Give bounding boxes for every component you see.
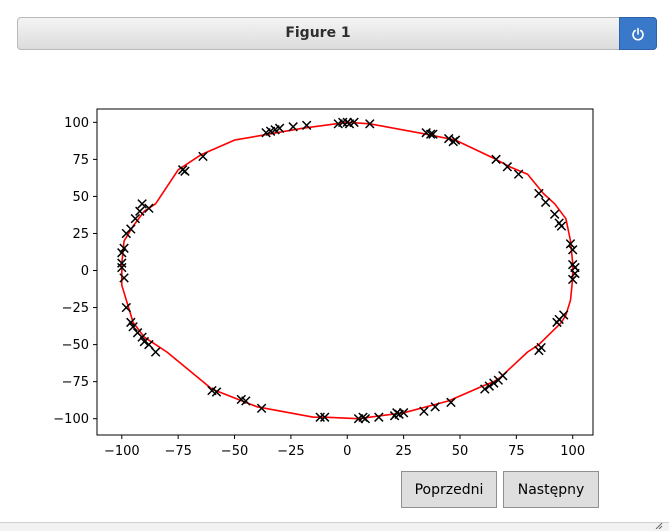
plot-area-frame — [96, 108, 594, 436]
data-point-marker — [139, 336, 150, 347]
data-point-marker — [144, 339, 154, 350]
data-point-marker — [428, 129, 438, 139]
data-point-marker — [256, 403, 267, 414]
data-point-marker — [493, 375, 504, 385]
data-point-marker — [198, 151, 208, 162]
data-point-marker — [430, 402, 440, 412]
power-button[interactable] — [619, 17, 657, 50]
data-point-marker — [135, 206, 145, 216]
data-point-marker — [570, 268, 580, 279]
next-button[interactable]: Następny — [503, 471, 599, 508]
data-point-marker — [150, 347, 161, 357]
data-point-marker — [567, 245, 578, 255]
data-point-marker — [349, 117, 359, 128]
data-point-marker — [419, 406, 429, 417]
y-tick-label: −25 — [62, 301, 89, 316]
data-point-marker — [567, 274, 578, 285]
data-point-marker — [491, 154, 501, 165]
data-point-marker — [365, 119, 375, 129]
data-point-marker — [132, 328, 143, 338]
data-point-marker — [119, 243, 129, 254]
y-tick-label: −75 — [62, 375, 89, 390]
y-tick-label: 100 — [64, 116, 89, 131]
data-point-marker — [319, 412, 330, 422]
data-point-marker — [137, 199, 147, 209]
data-point-marker — [117, 248, 127, 258]
x-tick-label: 100 — [560, 444, 585, 459]
y-tick-label: 50 — [72, 190, 89, 205]
window-title: Figure 1 — [285, 25, 351, 41]
data-point-marker — [288, 122, 298, 132]
data-point-marker — [540, 197, 551, 208]
data-point-marker — [480, 384, 490, 394]
data-point-marker — [513, 169, 524, 179]
data-point-marker — [489, 378, 499, 388]
data-point-marker — [556, 221, 567, 231]
data-point-marker — [446, 397, 456, 408]
power-icon — [632, 27, 644, 41]
resize-grip-icon[interactable] — [655, 523, 663, 529]
previous-button[interactable]: Poprzedni — [401, 471, 497, 508]
data-point-marker — [274, 123, 285, 133]
data-point-marker — [549, 209, 560, 219]
x-tick-label: −75 — [164, 444, 191, 459]
status-bar — [0, 522, 669, 531]
x-tick-label: 75 — [508, 444, 525, 459]
x-tick-label: −50 — [221, 444, 248, 459]
x-tick-label: 0 — [343, 444, 351, 459]
data-point-marker — [177, 165, 188, 175]
data-point-marker — [128, 322, 138, 332]
data-point-marker — [389, 411, 400, 421]
data-point-marker — [121, 302, 132, 313]
data-point-marker — [374, 412, 384, 422]
data-point-marker — [301, 120, 312, 131]
data-point-marker — [119, 273, 129, 283]
data-point-marker — [315, 412, 325, 422]
y-tick-label: 75 — [72, 153, 89, 168]
y-tick-label: 25 — [72, 227, 89, 242]
data-point-marker — [117, 258, 127, 268]
x-tick-label: −100 — [104, 444, 140, 459]
data-point-marker — [534, 188, 544, 199]
data-point-marker — [126, 224, 136, 234]
data-point-marker — [117, 262, 127, 273]
data-point-marker — [236, 394, 247, 405]
x-tick-label: 50 — [452, 444, 469, 459]
y-tick-label: −100 — [53, 412, 89, 427]
data-point-marker — [425, 129, 436, 139]
data-point-marker — [484, 381, 495, 391]
x-tick-label: 25 — [395, 444, 412, 459]
data-point-marker — [126, 317, 136, 328]
data-point-marker — [552, 317, 562, 328]
data-point-marker — [130, 213, 141, 224]
data-point-marker — [353, 413, 364, 424]
data-point-marker — [502, 162, 513, 172]
x-tick-label: −25 — [277, 444, 304, 459]
window-titlebar: Figure 1 — [17, 17, 657, 50]
data-point-marker — [534, 345, 544, 356]
data-point-marker — [144, 203, 154, 214]
data-point-marker — [565, 239, 576, 249]
data-point-marker — [450, 135, 461, 145]
data-point-marker — [211, 387, 222, 397]
y-tick-label: −50 — [62, 338, 89, 353]
y-tick-label: 0 — [81, 264, 89, 279]
